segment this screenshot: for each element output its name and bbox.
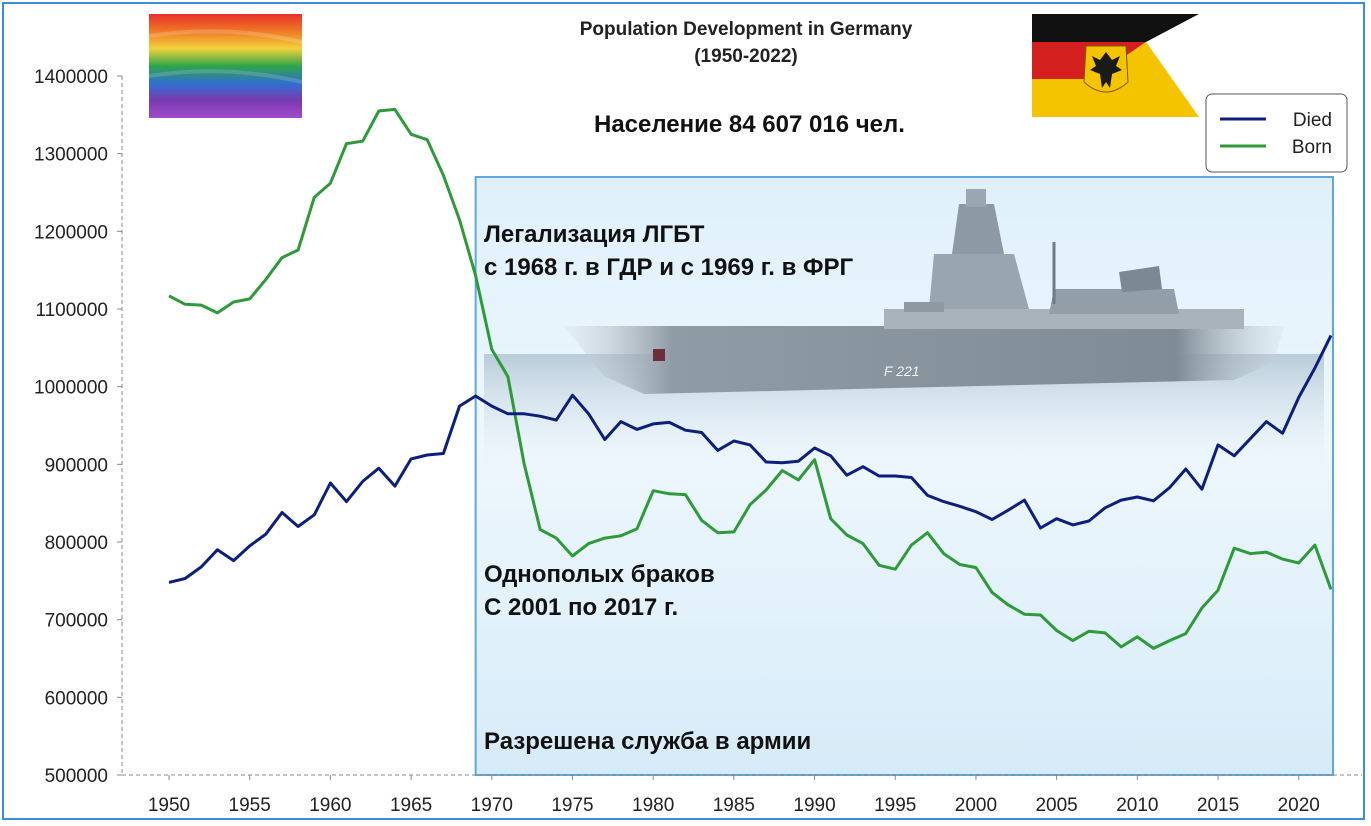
chart-title: Population Development in Germany xyxy=(580,19,913,40)
line-chart: F 221 1950 1955 1960 1965 1970 1975 1980 1985 19… xyxy=(34,14,1362,816)
frigate-illustration: F 221 xyxy=(484,189,1324,474)
y-tick-label: 1400000 xyxy=(34,67,108,88)
x-tick-label: 1960 xyxy=(309,795,351,816)
x-tick-label: 1985 xyxy=(713,795,755,816)
x-tick-label: 1980 xyxy=(632,795,674,816)
x-tick-label: 2000 xyxy=(955,795,997,816)
y-tick-label: 1100000 xyxy=(35,300,108,321)
ship-emblem xyxy=(653,349,665,361)
y-tick-label: 1300000 xyxy=(34,145,108,166)
chart-subtitle: (1950-2022) xyxy=(694,46,798,67)
x-tick-label: 2010 xyxy=(1116,795,1158,816)
legend-label-died: Died xyxy=(1293,110,1332,131)
x-tick-label: 2020 xyxy=(1278,795,1320,816)
y-tick-label: 1000000 xyxy=(34,378,108,399)
y-tick-label: 900000 xyxy=(45,455,108,476)
x-tick-label: 1955 xyxy=(229,795,271,816)
ship-gun xyxy=(904,302,944,312)
series-line-died xyxy=(168,334,1333,584)
y-tick-labels: 500000 600000 700000 800000 900000 1000000 110… xyxy=(34,67,122,787)
legend: Died Born xyxy=(1205,93,1348,173)
eagle-icon xyxy=(1090,52,1122,88)
ship-aft-structure xyxy=(1049,289,1179,314)
y-tick-label: 700000 xyxy=(45,611,108,632)
army-annotation: Разрешена служба в армии xyxy=(484,728,811,755)
x-tick-label: 1995 xyxy=(874,795,916,816)
ship-mast xyxy=(952,204,1004,254)
population-annotation: Население 84 607 016 чел. xyxy=(594,111,905,138)
y-tick-label: 500000 xyxy=(45,766,108,787)
x-tick-label: 1990 xyxy=(793,795,835,816)
ship-radar xyxy=(1119,266,1162,292)
x-tick-label: 1965 xyxy=(390,795,432,816)
ship-hull xyxy=(564,326,1284,394)
legend-box xyxy=(1205,93,1348,173)
x-tick-label: 1970 xyxy=(471,795,513,816)
lgbt-annotation-line1: Легализация ЛГБТ xyxy=(484,221,705,248)
x-tick-label: 1975 xyxy=(551,795,593,816)
marriage-annotation-line2: С 2001 по 2017 г. xyxy=(484,594,678,621)
lgbt-annotation-line2: с 1968 г. в ГДР и с 1969 г. в ФРГ xyxy=(484,254,854,281)
ship-superstructure xyxy=(929,254,1029,309)
x-tick-label: 2015 xyxy=(1197,795,1239,816)
x-tick-label: 2005 xyxy=(1035,795,1077,816)
ship-mast-top xyxy=(966,189,986,207)
series-line-born xyxy=(168,107,1333,650)
ship-hull-number: F 221 xyxy=(884,363,920,379)
legend-label-born: Born xyxy=(1292,137,1332,158)
x-tick-label: 1950 xyxy=(148,795,190,816)
x-tick-labels: 1950 1955 1960 1965 1970 1975 1980 1985 1990 1995… xyxy=(148,775,1320,816)
german-flag-image xyxy=(1032,14,1199,117)
y-tick-label: 1200000 xyxy=(34,222,108,243)
marriage-annotation-line1: Однополых браков xyxy=(484,561,715,588)
rainbow-flag-image xyxy=(149,14,302,118)
y-tick-label: 800000 xyxy=(45,533,108,554)
y-tick-label: 600000 xyxy=(45,688,108,709)
